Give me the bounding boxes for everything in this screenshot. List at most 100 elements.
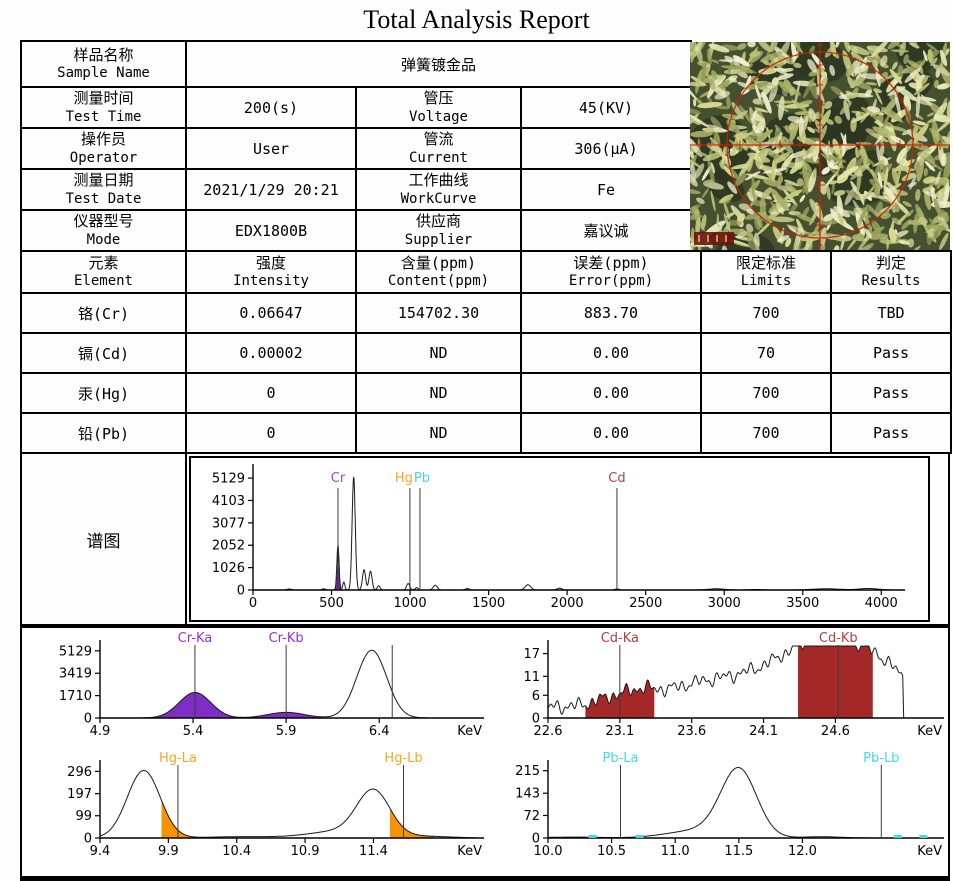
element-cell: 700 [700, 412, 832, 454]
svg-text:KeV: KeV [457, 844, 482, 859]
svg-text:Pb: Pb [414, 471, 430, 486]
element-cell: 883.70 [520, 292, 702, 334]
svg-text:5.4: 5.4 [183, 724, 204, 739]
svg-text:1500: 1500 [472, 596, 505, 611]
element-spectra-box: 0 1710 3419 5129 4.9 5.4 5.9 6.4 KeV Cr-Ka Cr-Kb 0… [20, 626, 950, 881]
svg-text:Pb-Lb: Pb-Lb [863, 751, 899, 766]
element-cell: ND [355, 372, 522, 414]
info-label: 测量时间 Test Time [20, 86, 187, 129]
info-label: 操作员 Operator [20, 127, 187, 170]
svg-text:23.1: 23.1 [605, 724, 634, 739]
svg-text:23.6: 23.6 [677, 724, 706, 739]
sample-photo [679, 0, 953, 291]
hg-spectrum-chart: 0 99 197 296 9.4 9.9 10.4 10.9 11.4 KeV Hg-La Hg-Lb [26, 750, 512, 868]
svg-text:9.4: 9.4 [90, 844, 111, 859]
element-row: 汞(Hg) 0 ND 0.00 700 Pass [20, 372, 952, 414]
svg-text:Cd: Cd [608, 471, 625, 486]
svg-text:11.4: 11.4 [359, 844, 388, 859]
element-cell: 汞(Hg) [20, 372, 187, 414]
element-cell: ND [355, 332, 522, 374]
supplier-value: 嘉议诚 [520, 209, 692, 252]
element-cell: 0.00002 [185, 332, 357, 374]
svg-text:1710: 1710 [59, 689, 92, 704]
page-title: Total Analysis Report [363, 5, 590, 34]
svg-text:Pb-La: Pb-La [603, 751, 639, 766]
element-cell: 铅(Pb) [20, 412, 187, 454]
info-label: 管压 Voltage [355, 86, 522, 129]
svg-text:Hg-Lb: Hg-Lb [384, 751, 422, 766]
element-row: 铅(Pb) 0 ND 0.00 700 Pass [20, 412, 952, 454]
cd-spectrum-chart: 0 6 11 17 22.6 23.1 23.6 24.1 24.6 KeV Cd-Ka Cd-Kb [508, 630, 946, 748]
svg-text:24.1: 24.1 [749, 724, 778, 739]
svg-text:Cr-Kb: Cr-Kb [269, 631, 304, 646]
info-label: 工作曲线 WorkCurve [355, 168, 522, 211]
spectrum-row: 谱图 0 1026 2052 3077 4103 5129 0 500 1000 1500 2000… [20, 452, 950, 626]
element-cell: 镉(Cd) [20, 332, 187, 374]
svg-text:6.4: 6.4 [369, 724, 390, 739]
main-spectrum-chart: 0 1026 2052 3077 4103 5129 0 500 1000 1500 2000 250… [189, 456, 930, 622]
svg-text:11: 11 [523, 670, 540, 685]
svg-text:10.9: 10.9 [291, 844, 320, 859]
element-cell: 0.00 [520, 372, 702, 414]
svg-text:0: 0 [249, 596, 257, 611]
element-cell: 70 [700, 332, 832, 374]
svg-text:Hg-La: Hg-La [159, 751, 197, 766]
svg-text:99: 99 [75, 809, 92, 824]
current-value: 306(μA) [520, 127, 692, 170]
element-cell: 0 [185, 412, 357, 454]
element-cell: ND [355, 412, 522, 454]
svg-text:3000: 3000 [708, 596, 741, 611]
element-cell: 0 [185, 372, 357, 414]
info-label: 测量日期 Test Date [20, 168, 187, 211]
svg-text:5129: 5129 [212, 472, 245, 487]
element-cell: 700 [700, 292, 832, 334]
voltage-value: 45(KV) [520, 86, 692, 129]
svg-text:0: 0 [237, 584, 245, 599]
svg-text:11.0: 11.0 [661, 844, 690, 859]
mode-value: EDX1800B [185, 209, 357, 252]
svg-text:4.9: 4.9 [90, 724, 111, 739]
svg-text:11.5: 11.5 [724, 844, 753, 859]
svg-text:0: 0 [532, 832, 540, 847]
svg-text:143: 143 [515, 787, 540, 802]
svg-text:2000: 2000 [551, 596, 584, 611]
pb-spectrum-chart: 0 72 143 215 10.0 10.5 11.0 11.5 12.0 KeV Pb-La Pb-… [508, 750, 946, 868]
svg-text:1026: 1026 [212, 561, 245, 576]
element-cell: Pass [830, 332, 952, 374]
label-en: Sample Name [57, 65, 150, 82]
element-cell: 154702.30 [355, 292, 522, 334]
svg-text:KeV: KeV [457, 724, 482, 739]
svg-text:24.6: 24.6 [821, 724, 850, 739]
svg-text:197: 197 [67, 787, 92, 802]
svg-text:22.6: 22.6 [534, 724, 563, 739]
element-row: 镉(Cd) 0.00002 ND 0.00 70 Pass [20, 332, 952, 374]
svg-text:0: 0 [84, 832, 92, 847]
svg-text:3500: 3500 [786, 596, 819, 611]
element-cell: Pass [830, 412, 952, 454]
element-cell: 0.06647 [185, 292, 357, 334]
element-row: 铬(Cr) 0.06647 154702.30 883.70 700 TBD [20, 292, 952, 334]
element-cell: TBD [830, 292, 952, 334]
element-cell: 0.00 [520, 412, 702, 454]
svg-text:10.5: 10.5 [597, 844, 626, 859]
svg-text:500: 500 [319, 596, 344, 611]
svg-text:3419: 3419 [59, 667, 92, 682]
info-label: 供应商 Supplier [355, 209, 522, 252]
svg-text:Cr: Cr [331, 471, 346, 486]
info-table: 样品名称 Sample Name 弹簧镀金品 测量时间 Test Time 20… [20, 40, 692, 252]
svg-text:3077: 3077 [212, 516, 245, 531]
info-label: 仪器型号 Mode [20, 209, 187, 252]
svg-text:12.0: 12.0 [788, 844, 817, 859]
svg-text:215: 215 [515, 764, 540, 779]
operator-value: User [185, 127, 357, 170]
element-cell: Pass [830, 372, 952, 414]
cr-spectrum-chart: 0 1710 3419 5129 4.9 5.4 5.9 6.4 KeV Cr-Ka Cr-Kb [26, 630, 512, 748]
element-table: 元素 Element 强度 Intensity 含量(ppm) Content(ppm… [20, 250, 952, 454]
svg-text:4000: 4000 [865, 596, 898, 611]
element-table-header: 元素 Element 强度 Intensity 含量(ppm) Content(ppm… [20, 250, 952, 294]
svg-text:17: 17 [523, 647, 540, 662]
svg-text:5129: 5129 [59, 644, 92, 659]
spectrum-label: 谱图 [22, 454, 187, 624]
workcurve-value: Fe [520, 168, 692, 211]
